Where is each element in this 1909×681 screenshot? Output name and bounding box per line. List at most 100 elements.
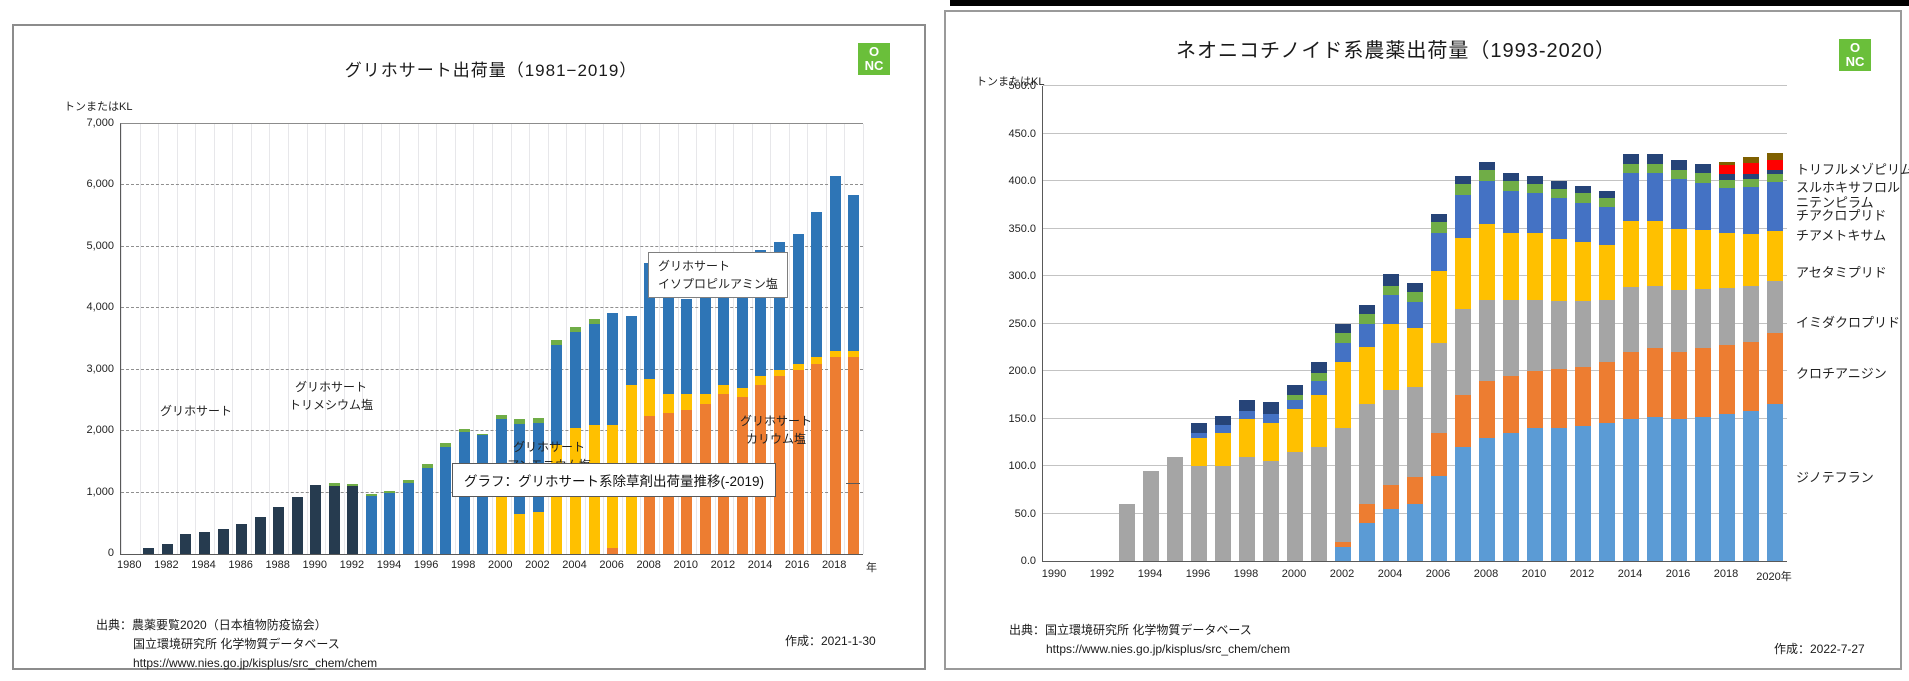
bar-segment xyxy=(1239,456,1255,561)
vertical-gridline xyxy=(770,124,772,554)
y-tick-label: 5,000 xyxy=(86,239,114,252)
x-tick-label: 2006 xyxy=(599,559,624,571)
bar-segment xyxy=(607,547,619,554)
bar-segment xyxy=(1551,428,1567,561)
bar-segment xyxy=(310,484,322,554)
bar-segment xyxy=(1623,173,1639,221)
x-tick-label: 2010 xyxy=(673,559,699,571)
horizontal-gridline xyxy=(121,430,863,432)
bar-segment xyxy=(1191,423,1207,433)
bar-segment xyxy=(1167,456,1183,561)
bar-segment xyxy=(1575,300,1591,368)
bar-segment xyxy=(1623,418,1639,561)
neonicotinoid-chart-panel: ネオニコチノイド系農薬出荷量（1993-2020） O NC トンまたはKL 出… xyxy=(944,10,1909,670)
horizontal-gridline xyxy=(1043,132,1787,134)
vertical-gridline xyxy=(788,124,790,554)
left-created-date: 作成：2021-1-30 xyxy=(785,634,876,648)
x-tick-label: 2004 xyxy=(1377,568,1403,580)
bar-segment xyxy=(569,331,581,429)
bar-segment xyxy=(1191,466,1207,561)
bar-segment xyxy=(1575,426,1591,561)
bar-segment xyxy=(1383,323,1399,390)
bar-segment xyxy=(792,369,804,554)
bar-segment xyxy=(1695,163,1711,174)
x-tick-label: 2006 xyxy=(1425,568,1451,580)
bar-segment xyxy=(384,490,396,494)
bar-segment xyxy=(1695,289,1711,349)
bar-segment xyxy=(1719,180,1735,188)
x-tick-label: 2000 xyxy=(488,559,513,571)
bar-segment xyxy=(607,313,619,425)
vertical-gridline xyxy=(733,124,735,554)
x-tick-label: 2000 xyxy=(1281,568,1307,580)
bar-segment xyxy=(1311,394,1327,447)
bar-segment xyxy=(1479,299,1495,381)
bar-segment xyxy=(1503,173,1519,181)
y-tick-label: 6,000 xyxy=(86,178,114,191)
bar-segment xyxy=(1767,333,1783,405)
vertical-gridline xyxy=(250,124,252,554)
bar-segment xyxy=(1575,241,1591,301)
bar-segment xyxy=(1767,152,1783,161)
bar-segment xyxy=(829,351,841,358)
bar-segment xyxy=(273,506,285,554)
vertical-gridline xyxy=(306,124,308,554)
bar-segment xyxy=(1647,416,1663,561)
bar-segment xyxy=(1551,181,1567,189)
bar-segment xyxy=(1719,164,1735,175)
bar-segment xyxy=(1479,181,1495,224)
vertical-gridline xyxy=(195,124,197,554)
vertical-gridline xyxy=(436,124,438,554)
vertical-gridline xyxy=(751,124,753,554)
bar-segment xyxy=(774,369,786,376)
bar-segment xyxy=(1599,244,1615,300)
x-tick-label: 1994 xyxy=(1137,568,1163,580)
bar-segment xyxy=(1263,423,1279,462)
onc-logo-line1: O xyxy=(868,44,880,59)
vertical-gridline xyxy=(640,124,642,554)
right-created-date: 作成：2022-7-27 xyxy=(1774,642,1865,656)
bar-segment xyxy=(1239,418,1255,457)
bar-segment xyxy=(1671,169,1687,180)
bar-segment xyxy=(236,523,248,554)
bar-segment xyxy=(403,482,415,554)
left-chart-title: グリホサート出荷量（1981−2019） xyxy=(344,61,638,80)
bar-segment xyxy=(1311,361,1327,373)
bar-segment xyxy=(736,388,748,398)
bar-segment xyxy=(1407,282,1423,293)
bar-segment xyxy=(1503,190,1519,234)
bar-segment xyxy=(569,326,581,332)
bar-segment xyxy=(848,357,860,554)
bar-segment xyxy=(1575,193,1591,203)
horizontal-gridline xyxy=(1043,275,1787,276)
legend-label: ニテンピラム xyxy=(1796,195,1874,210)
bar-segment xyxy=(254,516,266,554)
bar-segment xyxy=(551,339,563,346)
bar-segment xyxy=(1455,183,1471,196)
bar-segment xyxy=(1431,432,1447,476)
vertical-gridline xyxy=(566,124,568,554)
bar-segment xyxy=(588,324,600,425)
bar-segment xyxy=(365,495,377,554)
legend-label: チアクロプリド xyxy=(1796,208,1887,223)
bar-segment xyxy=(1695,348,1711,417)
bar-segment xyxy=(792,363,804,370)
bar-segment xyxy=(1431,342,1447,433)
bar-segment xyxy=(1743,410,1759,561)
legend-label: ジノテフラン xyxy=(1796,470,1874,485)
bar-segment xyxy=(1647,348,1663,417)
vertical-gridline xyxy=(232,124,234,554)
horizontal-gridline xyxy=(121,368,863,370)
y-tick-label: 250.0 xyxy=(1008,317,1036,330)
bar-segment xyxy=(774,241,786,370)
bar-segment xyxy=(1527,371,1543,428)
legend-label: イミダクロプリド xyxy=(1796,315,1901,330)
bar-segment xyxy=(180,533,192,554)
bar-segment xyxy=(1239,399,1255,411)
vertical-gridline xyxy=(139,124,141,554)
vertical-gridline xyxy=(863,124,864,554)
annotation-trimesium: グリホサート トリメシウム塩 xyxy=(288,380,373,412)
bar-segment xyxy=(1335,546,1351,561)
bar-segment xyxy=(1527,428,1543,561)
bar-segment xyxy=(1599,198,1615,207)
